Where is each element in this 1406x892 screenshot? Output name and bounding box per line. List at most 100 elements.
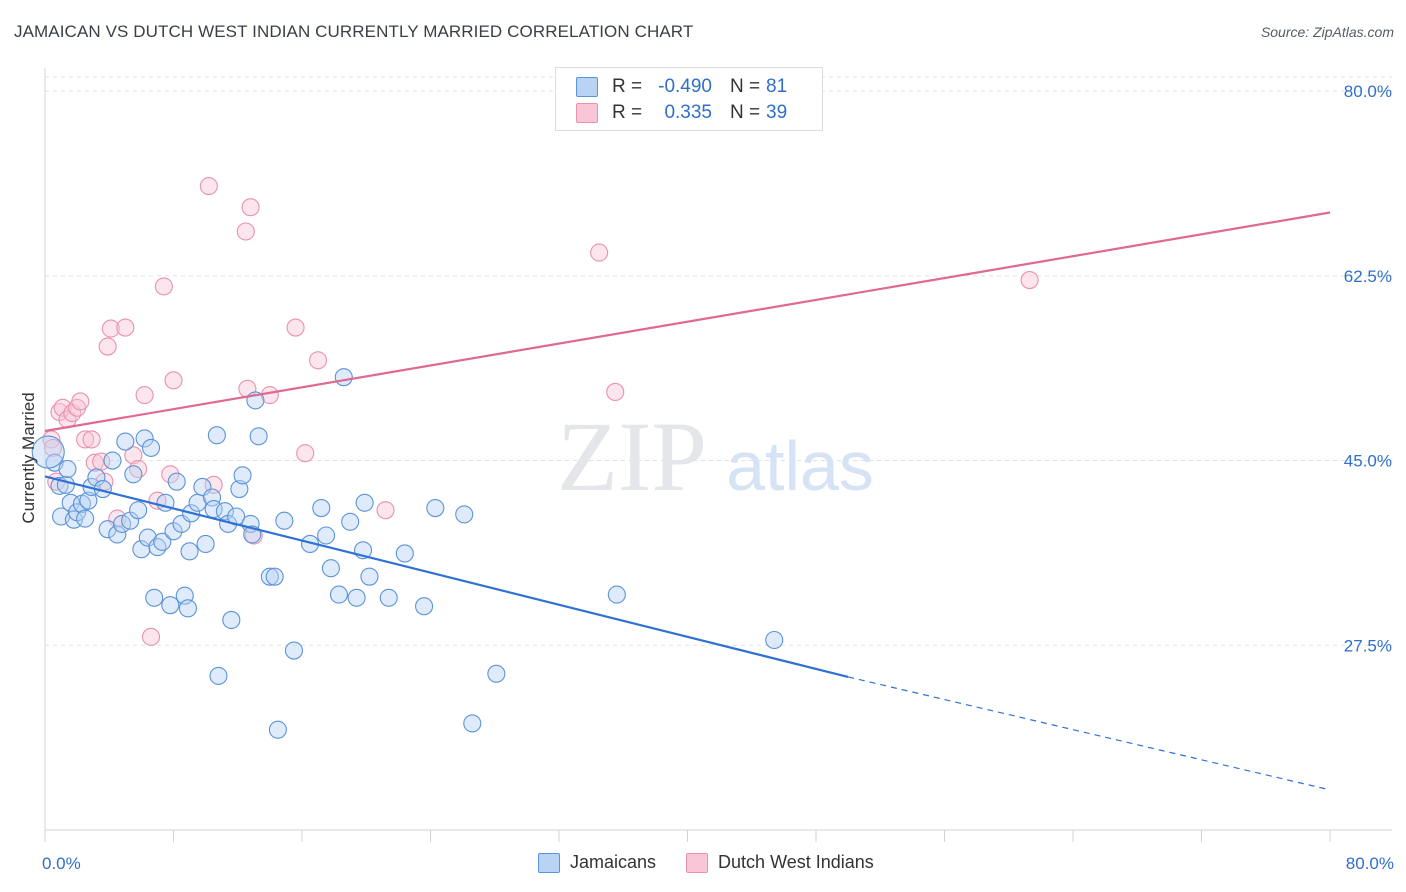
data-point-jamaicans [607,585,626,604]
data-point-dutch-west-indians [76,430,95,449]
y-tick-label: 62.5% [1344,267,1392,286]
data-point-jamaicans [135,429,154,448]
data-point-jamaicans [167,472,186,491]
axes [44,68,1392,842]
data-point-jamaicans [268,720,287,739]
data-point-dutch-west-indians [43,438,63,457]
data-point-dutch-west-indians [376,501,395,520]
data-point-jamaicans [334,368,353,387]
stats-legend: R = -0.490 N = 81 R = 0.335 N = 39 [555,67,823,131]
data-point-dutch-west-indians [85,453,104,472]
data-point-jamaicans [284,641,304,660]
data-point-dutch-west-indians [135,386,154,405]
legend-row-dutch-west-indians: R = 0.335 N = 39 [576,101,787,125]
data-point-dutch-west-indians [309,351,328,370]
data-point-dutch-west-indians [71,392,90,411]
x-tick-label: 80.0% [1346,854,1394,873]
data-point-jamaicans [129,501,148,520]
data-point-jamaicans [196,534,215,553]
legend-swatch-blue [538,852,560,873]
data-point-dutch-west-indians [236,222,255,241]
legend-n-label: N = [730,76,761,97]
data-point-jamaicans [79,491,98,510]
data-point-jamaicans [31,435,65,469]
data-point-dutch-west-indians [116,318,135,337]
x-tick-label: 0.0% [42,854,81,873]
watermark: ZIP atlas [557,401,874,512]
data-point-jamaicans [132,540,151,559]
legend-r-value: -0.490 [658,76,712,97]
data-point-dutch-west-indians [164,371,183,390]
data-point-dutch-west-indians [606,382,625,401]
grid-lines [45,76,1392,646]
data-point-jamaicans [108,525,127,544]
trend-line-dutch-west-indians [44,211,1331,433]
source-label: Source: ZipAtlas.com [1260,24,1394,40]
data-point-dutch-west-indians [82,430,101,449]
data-point-jamaicans [141,438,161,457]
data-point-jamaicans [203,488,222,507]
data-point-jamaicans [161,596,180,615]
legend-r-label: R = [612,102,643,123]
legend-item-jamaicans[interactable]: Jamaicans [538,852,656,873]
data-point-dutch-west-indians [141,627,161,646]
data-point-jamaicans [317,526,336,545]
series-jamaicans-points [31,368,784,739]
data-point-jamaicans [148,538,167,557]
legend-n-value: 39 [766,102,788,123]
trend-line-jamaicans [44,475,849,679]
data-point-jamaicans [265,567,284,586]
data-point-jamaicans [233,466,252,485]
data-point-jamaicans [230,480,249,499]
data-point-dutch-west-indians [161,465,180,484]
data-point-dutch-west-indians [296,444,315,463]
tick-labels: 27.5% 45.0% 62.5% 80.0% 0.0% 80.0% [42,82,1394,873]
data-point-dutch-west-indians [244,526,263,545]
data-point-jamaicans [76,509,95,528]
data-point-jamaicans [379,588,398,607]
data-point-jamaicans [463,714,482,733]
watermark-atlas: atlas [726,427,874,505]
data-point-dutch-west-indians [199,177,218,196]
data-point-jamaicans [765,630,784,650]
data-point-jamaicans [138,528,157,547]
legend-swatch-blue [576,77,598,97]
data-point-jamaicans [222,610,241,629]
data-point-jamaicans [145,588,164,607]
legend-label-dutch-west-indians: Dutch West Indians [718,852,874,872]
data-point-dutch-west-indians [241,198,260,217]
data-point-jamaicans [153,532,172,551]
data-point-jamaicans [209,666,228,685]
data-point-jamaicans [415,597,434,616]
legend-n-value: 81 [766,76,788,97]
y-tick-label: 27.5% [1344,636,1392,655]
data-point-jamaicans [178,599,198,618]
data-point-jamaicans [487,664,506,683]
chart-title: JAMAICAN VS DUTCH WEST INDIAN CURRENTLY … [14,22,694,41]
data-point-dutch-west-indians [53,398,72,417]
trend-extension-jamaicans [847,676,1331,791]
data-point-jamaicans [58,459,77,479]
data-point-jamaicans [116,432,135,451]
data-point-jamaicans [395,544,414,563]
data-point-jamaicans [360,567,379,586]
legend-label-jamaicans: Jamaicans [570,852,657,872]
data-point-jamaicans [329,585,348,604]
y-axis-label: Currently Married [19,392,38,523]
data-point-jamaicans [124,465,143,484]
data-point-jamaicans [341,512,360,531]
y-tick-label: 45.0% [1344,452,1392,471]
data-point-dutch-west-indians [154,277,173,296]
legend-item-dutch-west-indians[interactable]: Dutch West Indians [686,852,874,873]
legend-row-jamaicans: R = -0.490 N = 81 [576,75,787,99]
data-point-jamaicans [355,493,374,512]
data-point-jamaicans [103,451,122,470]
data-point-dutch-west-indians [98,337,117,356]
data-point-jamaicans [260,567,279,586]
data-point-jamaicans [180,542,199,561]
series-legend: Jamaicans Dutch West Indians [538,852,904,873]
data-point-jamaicans [275,511,294,530]
data-point-dutch-west-indians [590,243,609,262]
legend-swatch-pink [686,852,709,873]
